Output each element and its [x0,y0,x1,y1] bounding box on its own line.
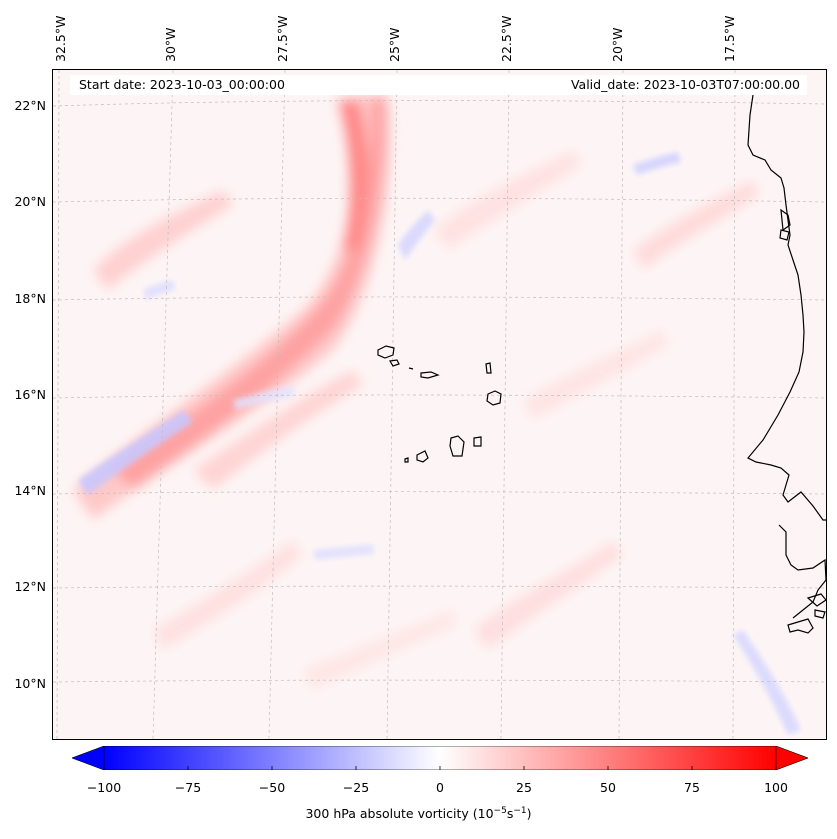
graticule [53,70,826,739]
colorbar-label-mid: s [506,806,514,822]
lat-label-22n: 22°N [14,98,46,113]
vorticity-field [53,70,826,739]
lat-label-10n: 10°N [14,676,46,691]
colorbar-tick-label: 25 [516,780,532,795]
lon-label-32-5w: 32.5°W [53,15,68,62]
colorbar-max-extend [775,746,808,770]
lat-label-20n: 20°N [14,194,46,209]
lon-label-27-5w: 27.5°W [275,15,290,62]
colorbar [72,746,808,770]
colorbar-label-exp1: −5 [493,806,507,816]
info-bar [70,75,807,95]
start-date: Start date: 2023-10-03_00:00:00 [79,77,285,92]
lat-label-16n: 16°N [14,387,46,402]
lon-label-30w: 30°W [163,27,178,62]
colorbar-label-end: ) [526,806,532,822]
colorbar-label-exp2: −1 [513,806,527,816]
lat-label-18n: 18°N [14,291,46,306]
colorbar-tick-label: −100 [86,780,122,795]
africa-coastline [747,94,826,634]
colorbar-tick-label: −75 [174,780,202,795]
lon-label-22-5w: 22.5°W [499,15,514,62]
cape-verde-islands [377,345,502,463]
colorbar-tick-label: −25 [342,780,370,795]
colorbar-tick-label: 0 [436,780,444,795]
colorbar-label: 300 hPa absolute vorticity (10−5s−1) [0,806,837,821]
colorbar-tick-label: 50 [600,780,616,795]
lat-label-12n: 12°N [14,579,46,594]
colorbar-tick-label: −50 [258,780,286,795]
lon-label-17-5w: 17.5°W [722,15,737,62]
colorbar-tick-label: 100 [764,780,788,795]
vorticity-map [53,70,826,739]
map-panel[interactable] [52,69,827,740]
lat-label-14n: 14°N [14,483,46,498]
lon-label-25w: 25°W [387,27,402,62]
colorbar-ticks [103,766,777,770]
colorbar-tick-label: 75 [684,780,700,795]
colorbar-min-extend [72,746,105,770]
valid-date: Valid_date: 2023-10-03T07:00:00.00 [570,77,800,92]
colorbar-label-text: 300 hPa absolute vorticity (10 [305,806,494,822]
lon-label-20w: 20°W [610,27,625,62]
